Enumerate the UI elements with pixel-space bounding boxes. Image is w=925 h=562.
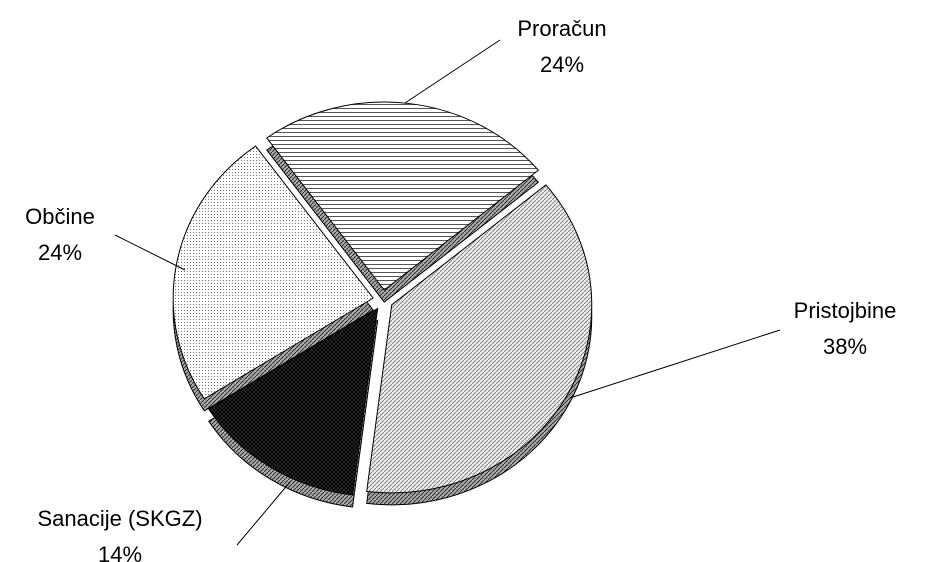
slice — [265, 101, 540, 291]
slice-label: Pristojbine — [794, 298, 897, 323]
slice — [208, 307, 379, 496]
slice-value-label: 24% — [540, 52, 584, 77]
leader-line — [404, 39, 501, 104]
slice-value-label: 24% — [38, 240, 82, 265]
slice-value-label: 14% — [98, 542, 142, 562]
slice-label: Občine — [25, 204, 95, 229]
slice — [172, 145, 374, 400]
slice-value-label: 38% — [823, 334, 867, 359]
leader-line — [236, 481, 291, 546]
slice-label: Sanacije (SKGZ) — [37, 506, 202, 531]
leader-line — [569, 329, 781, 399]
slice-label: Proračun — [517, 16, 606, 41]
slice — [366, 184, 593, 494]
leader-line — [114, 234, 186, 271]
